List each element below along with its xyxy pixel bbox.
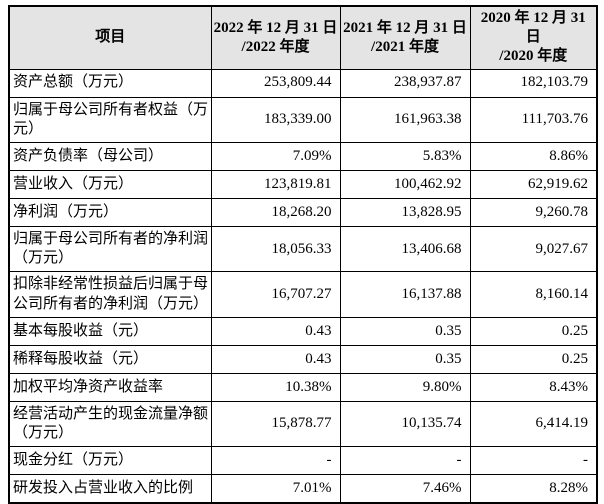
row-label: 稀释每股收益（元）	[8, 344, 212, 374]
cell-value: 0.25	[469, 344, 598, 374]
cell-value: 7.46%	[339, 474, 471, 504]
table-row: 资产总额（万元） 253,809.44 238,937.87 182,103.7…	[8, 68, 598, 98]
cell-value: 7.01%	[210, 474, 341, 504]
row-label: 加权平均净资产收益率	[8, 372, 212, 402]
table-row: 归属于母公司所有者权益（万元） 183,339.00 161,963.38 11…	[8, 96, 598, 143]
document-page: 项目 2022 年 12 月 31 日 /2022 年度 2021 年 12 月…	[8, 5, 598, 504]
header-item: 项目	[8, 5, 212, 70]
table-row: 扣除非经常性损益后归属于母公司所有者的净利润（万元） 16,707.27 16,…	[8, 271, 598, 318]
financial-summary-table: 项目 2022 年 12 月 31 日 /2022 年度 2021 年 12 月…	[8, 5, 598, 504]
cell-value: 10,135.74	[339, 400, 471, 448]
cell-value: 10.38%	[210, 372, 341, 402]
cell-value: 8.86%	[469, 141, 598, 171]
header-period-2020-date: 2020 年 12 月 31 日	[480, 10, 586, 46]
header-period-2022-year: /2022 年度	[241, 38, 310, 55]
cell-value: 9.80%	[339, 372, 471, 402]
row-label: 归属于母公司所有者权益（万元）	[8, 96, 212, 143]
row-label: 资产负债率（母公司）	[8, 141, 212, 171]
header-period-2020: 2020 年 12 月 31 日 /2020 年度	[469, 5, 598, 70]
cell-value: 7.09%	[210, 141, 341, 171]
cell-value: 123,819.81	[210, 169, 341, 199]
cell-value: 111,703.76	[469, 96, 598, 143]
cell-value: 9,027.67	[469, 225, 598, 273]
table-row: 稀释每股收益（元） 0.43 0.35 0.25	[8, 344, 598, 374]
header-period-2021-date: 2021 年 12 月 31 日	[343, 19, 467, 36]
cell-value: 238,937.87	[339, 68, 471, 98]
row-label: 归属于母公司所有者的净利润（万元）	[8, 225, 212, 273]
cell-value: 13,406.68	[339, 225, 471, 273]
table-header-row: 项目 2022 年 12 月 31 日 /2022 年度 2021 年 12 月…	[8, 5, 598, 70]
table-row: 营业收入（万元） 123,819.81 100,462.92 62,919.62	[8, 169, 598, 199]
table-row: 加权平均净资产收益率 10.38% 9.80% 8.43%	[8, 372, 598, 402]
table-row: 经营活动产生的现金流量净额（万元） 15,878.77 10,135.74 6,…	[8, 400, 598, 448]
header-period-2021: 2021 年 12 月 31 日 /2021 年度	[339, 5, 471, 70]
row-label: 基本每股收益（元）	[8, 316, 212, 346]
row-label: 营业收入（万元）	[8, 169, 212, 199]
row-label: 经营活动产生的现金流量净额（万元）	[8, 400, 212, 448]
cell-value: 16,137.88	[339, 271, 471, 318]
cell-value: 8.28%	[469, 474, 598, 504]
cell-value: 8,160.14	[469, 271, 598, 318]
cell-value: 253,809.44	[210, 68, 341, 98]
table-row: 归属于母公司所有者的净利润（万元） 18,056.33 13,406.68 9,…	[8, 225, 598, 273]
cell-value: 18,268.20	[210, 197, 341, 227]
cell-value: 13,828.95	[339, 197, 471, 227]
cell-value: 18,056.33	[210, 225, 341, 273]
cell-value: 6,414.19	[469, 400, 598, 448]
cell-value: 100,462.92	[339, 169, 471, 199]
table-row: 资产负债率（母公司） 7.09% 5.83% 8.86%	[8, 141, 598, 171]
cell-value: 0.43	[210, 316, 341, 346]
row-label: 资产总额（万元）	[8, 68, 212, 98]
row-label: 净利润（万元）	[8, 197, 212, 227]
header-period-2021-year: /2021 年度	[371, 38, 439, 55]
cell-value: 0.43	[210, 344, 341, 374]
cell-value: 9,260.78	[469, 197, 598, 227]
cell-value: 16,707.27	[210, 271, 341, 318]
row-label: 扣除非经常性损益后归属于母公司所有者的净利润（万元）	[8, 271, 212, 318]
header-period-2022: 2022 年 12 月 31 日 /2022 年度	[210, 5, 341, 70]
table-row: 净利润（万元） 18,268.20 13,828.95 9,260.78	[8, 197, 598, 227]
cell-value: 0.25	[469, 316, 598, 346]
cell-value: 15,878.77	[210, 400, 341, 448]
header-period-2020-year: /2020 年度	[499, 48, 568, 65]
cell-value: 8.43%	[469, 372, 598, 402]
cell-value: 0.35	[339, 316, 471, 346]
cell-value: 5.83%	[339, 141, 471, 171]
row-label: 研发投入占营业收入的比例	[8, 474, 212, 504]
cell-value: 161,963.38	[339, 96, 471, 143]
cell-value: 62,919.62	[469, 169, 598, 199]
cell-value: 183,339.00	[210, 96, 341, 143]
table-row: 研发投入占营业收入的比例 7.01% 7.46% 8.28%	[8, 474, 598, 504]
header-period-2022-date: 2022 年 12 月 31 日	[213, 19, 338, 36]
cell-value: 0.35	[339, 344, 471, 374]
table-row: 基本每股收益（元） 0.43 0.35 0.25	[8, 316, 598, 346]
cell-value: 182,103.79	[469, 68, 598, 98]
